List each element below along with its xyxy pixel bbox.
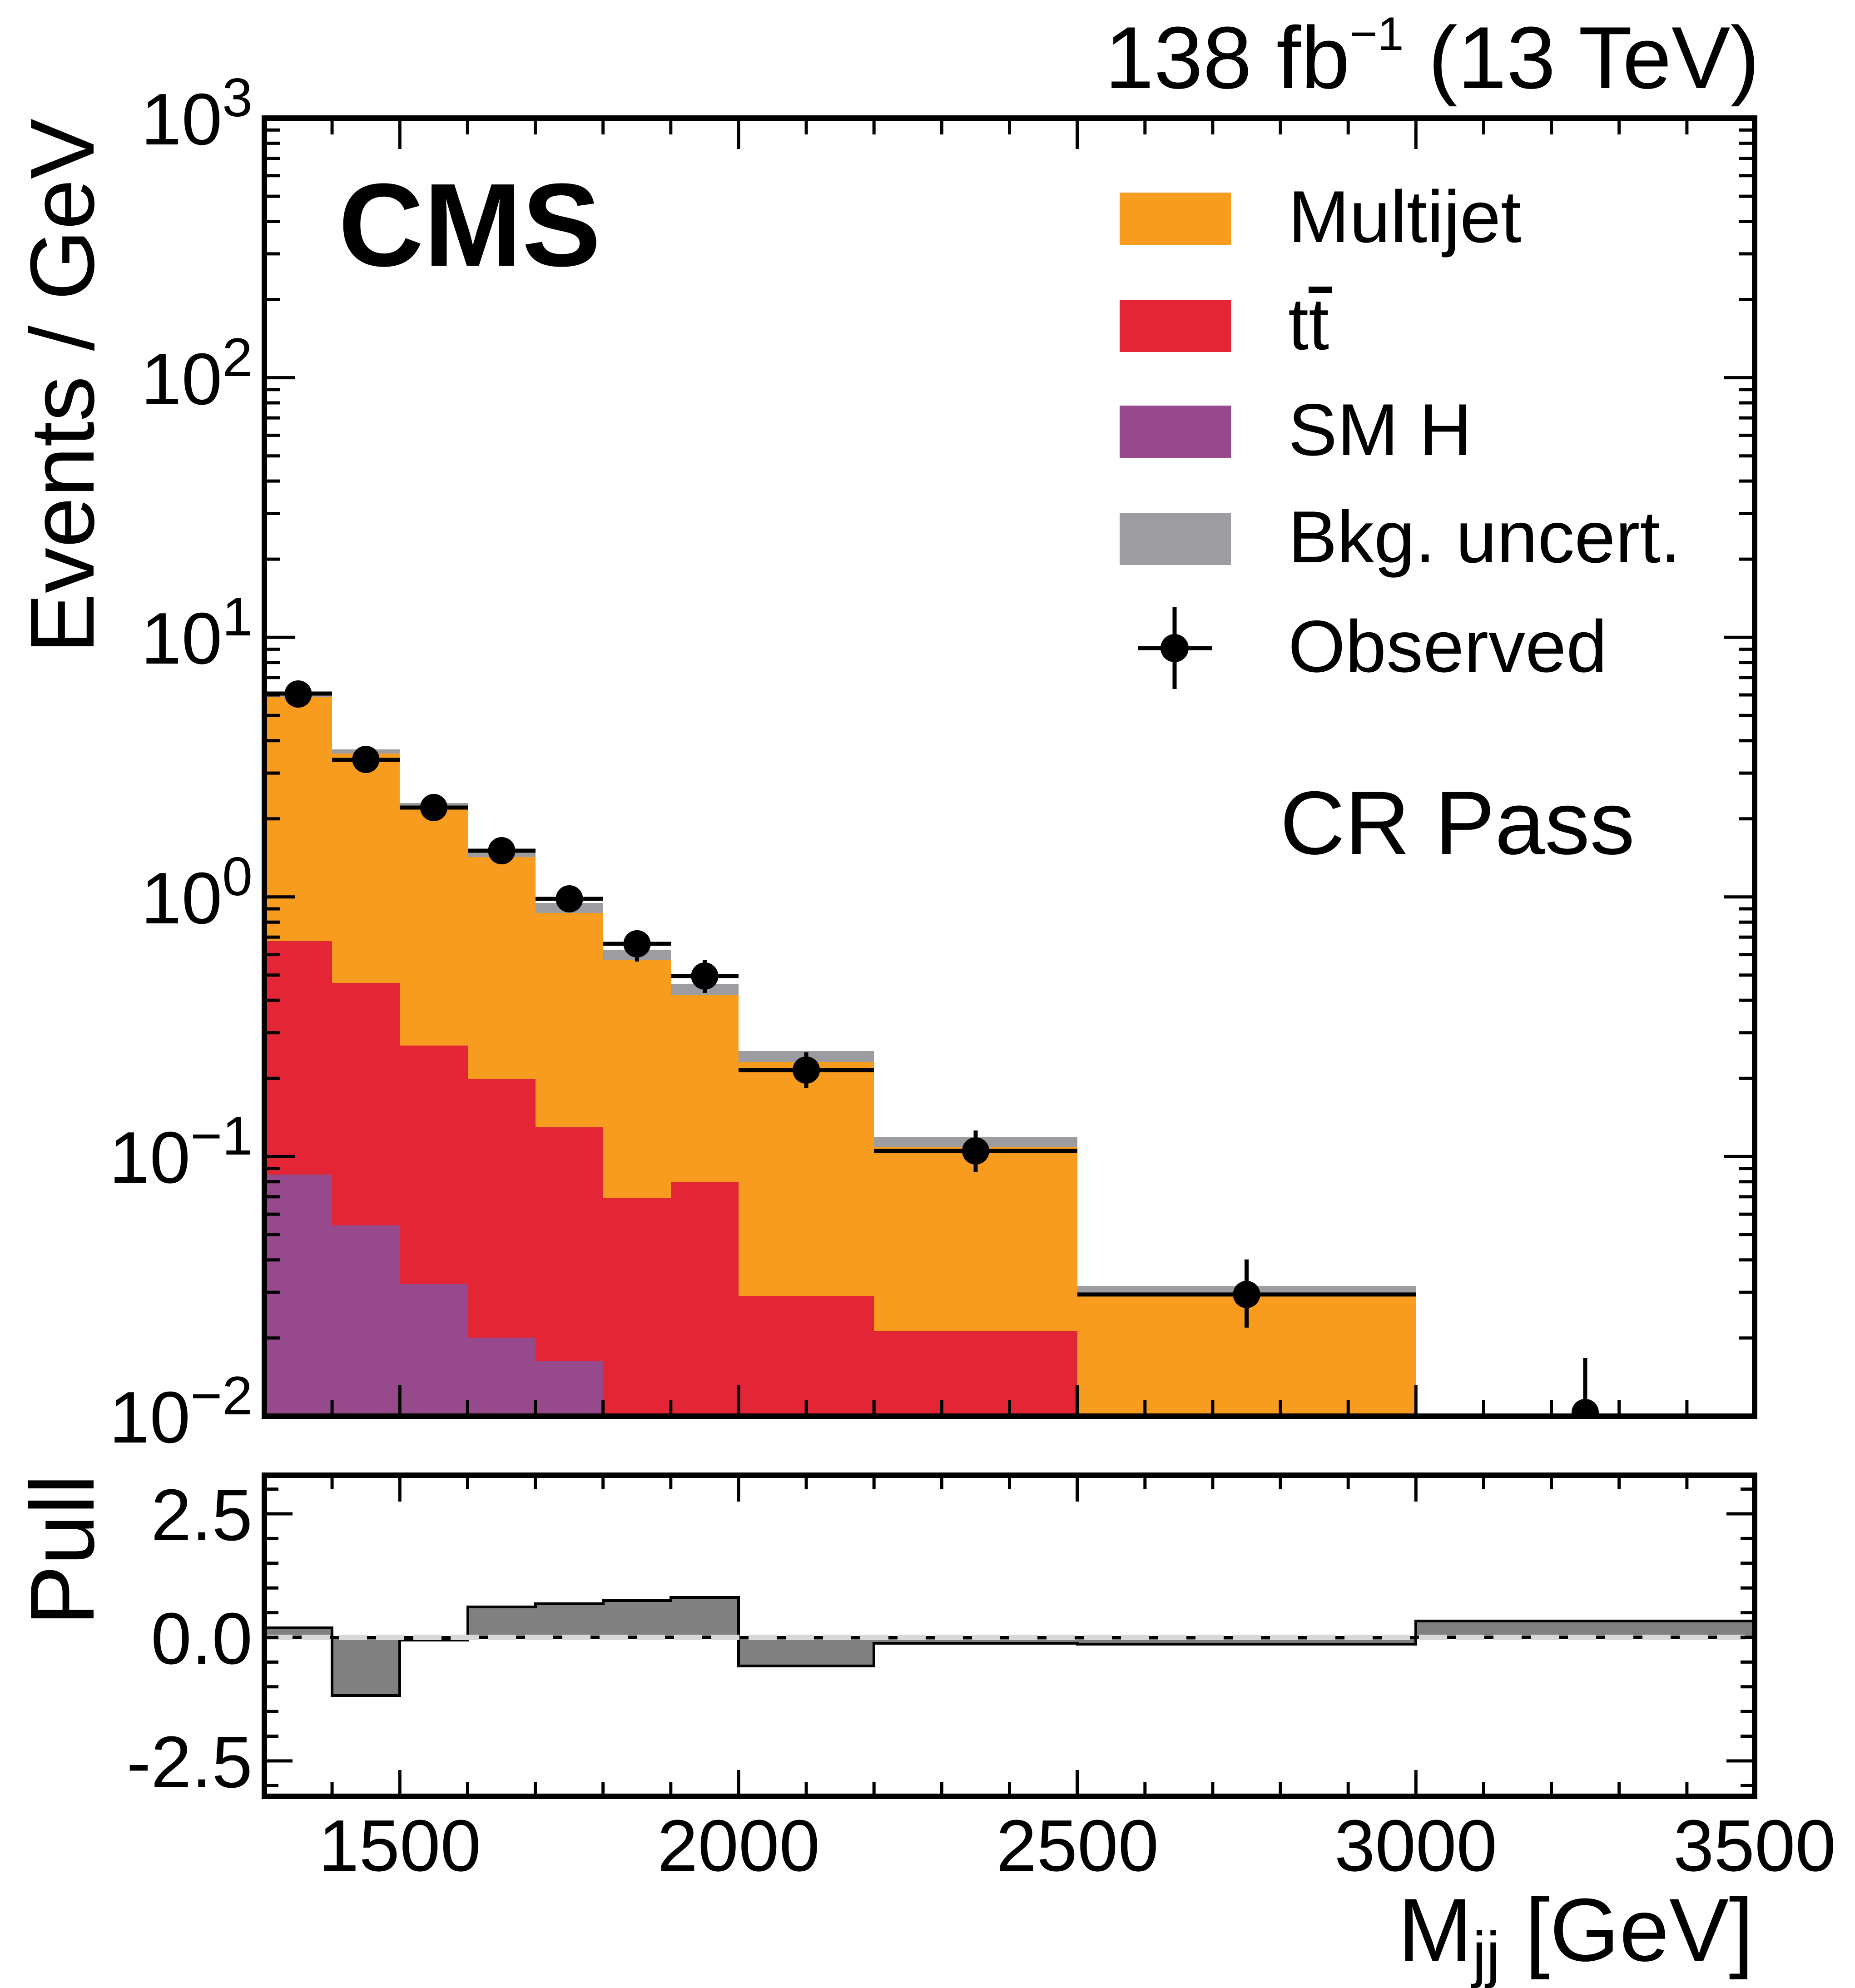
svg-text:SM H: SM H — [1288, 389, 1472, 471]
svg-text:2.5: 2.5 — [151, 1474, 253, 1556]
svg-text:10−2: 10−2 — [109, 1365, 253, 1458]
svg-text:138 fb−1 (13 TeV): 138 fb−1 (13 TeV) — [1105, 8, 1760, 107]
svg-text:103: 103 — [141, 67, 253, 160]
svg-text:tt: tt — [1288, 283, 1329, 365]
svg-text:2500: 2500 — [996, 1805, 1159, 1887]
svg-text:Events / GeV: Events / GeV — [12, 119, 113, 654]
svg-text:Multijet: Multijet — [1288, 176, 1521, 258]
svg-text:CMS: CMS — [338, 159, 601, 291]
svg-text:-2.5: -2.5 — [127, 1721, 253, 1803]
svg-text:101: 101 — [141, 586, 253, 679]
svg-text:3500: 3500 — [1673, 1805, 1836, 1887]
svg-text:1500: 1500 — [318, 1805, 481, 1887]
svg-text:Bkg. uncert.: Bkg. uncert. — [1288, 496, 1681, 578]
svg-text:CR Pass: CR Pass — [1280, 773, 1635, 873]
svg-text:3000: 3000 — [1334, 1805, 1497, 1887]
svg-text:Mjj [GeV]: Mjj [GeV] — [1398, 1880, 1754, 1988]
svg-text:Observed: Observed — [1288, 605, 1607, 688]
svg-text:0.0: 0.0 — [151, 1598, 253, 1680]
svg-text:Pull: Pull — [12, 1474, 113, 1626]
svg-text:2000: 2000 — [657, 1805, 820, 1887]
